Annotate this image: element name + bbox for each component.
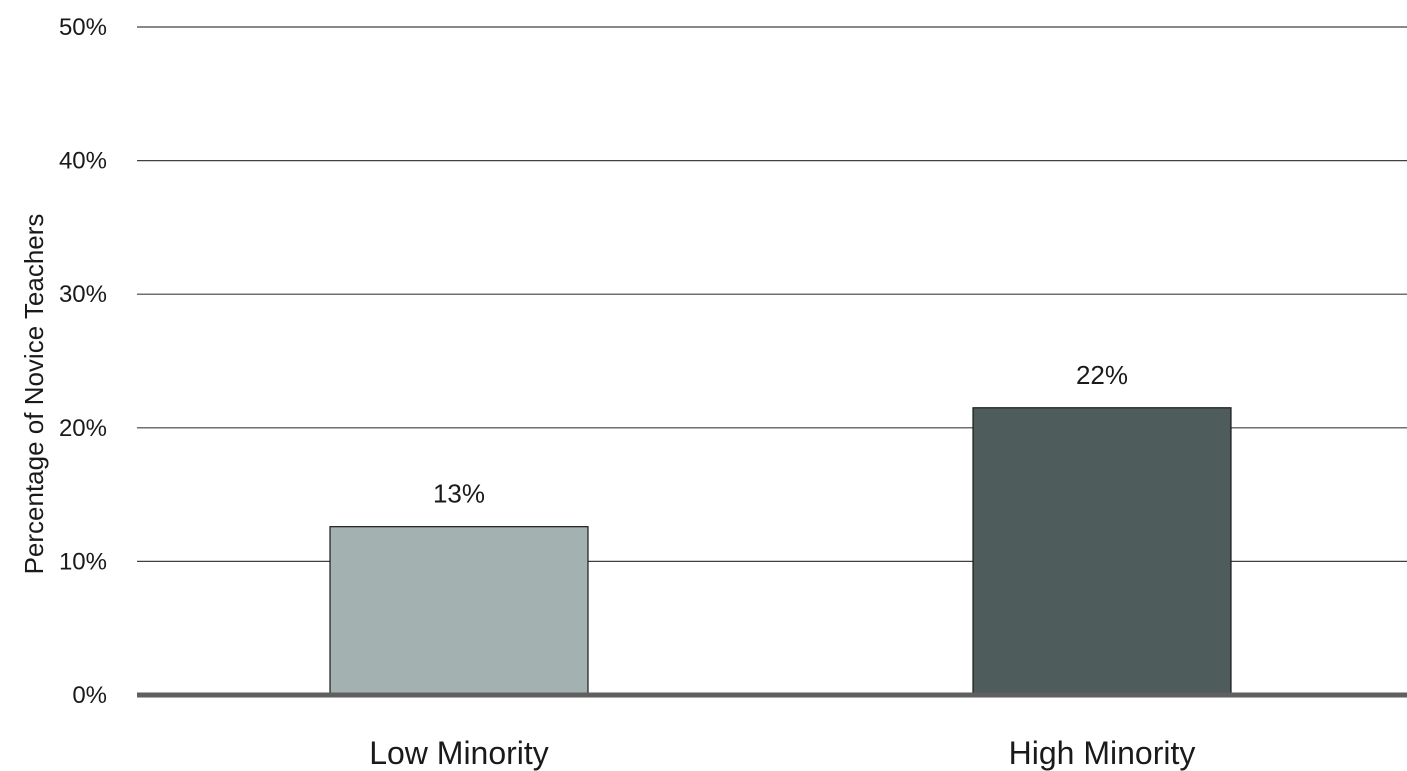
y-tick-label: 20% bbox=[59, 415, 107, 442]
category-label: High Minority bbox=[1009, 735, 1196, 771]
data-label: 22% bbox=[1076, 360, 1128, 390]
y-tick-labels: 0% 10% 20% 30% 40% 50% bbox=[59, 14, 107, 709]
y-tick-label: 0% bbox=[72, 682, 107, 709]
y-axis-title: Percentage of Novice Teachers bbox=[19, 214, 49, 575]
data-label: 13% bbox=[433, 479, 485, 509]
bars bbox=[330, 408, 1231, 695]
y-tick-label: 30% bbox=[59, 281, 107, 308]
y-tick-label: 10% bbox=[59, 548, 107, 575]
bar-low-minority bbox=[330, 527, 588, 695]
y-tick-label: 40% bbox=[59, 148, 107, 175]
bar-high-minority bbox=[973, 408, 1231, 695]
category-label: Low Minority bbox=[369, 735, 549, 771]
y-tick-label: 50% bbox=[59, 14, 107, 41]
category-labels: Low Minority High Minority bbox=[369, 735, 1195, 771]
